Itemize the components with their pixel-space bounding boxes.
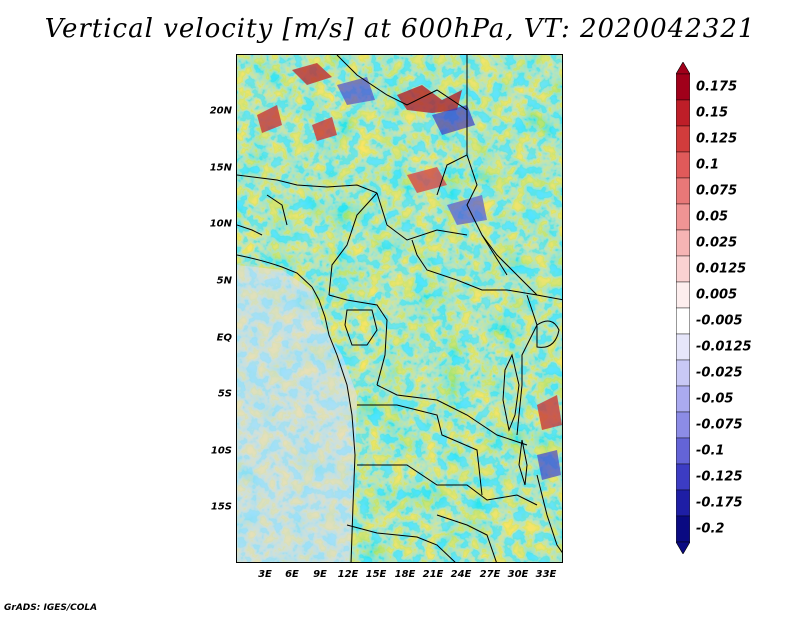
lat-label-5s: 5S [217, 388, 232, 400]
colorbar-tick-label: 0.05 [696, 209, 729, 225]
colorbar-tick-label: -0.1 [696, 443, 725, 459]
colorbar-band [676, 359, 690, 387]
colorbar-band [676, 255, 690, 283]
colorbar-tick-label: -0.125 [696, 469, 743, 485]
lat-label-10s: 10S [210, 445, 232, 457]
colorbar-tick-label: 0.1 [696, 157, 720, 173]
strong-descent-streaks [337, 77, 561, 480]
colorbar-band [676, 125, 690, 153]
colorbar-band [676, 151, 690, 179]
strong-ascent-streaks [257, 63, 562, 430]
colorbar-tick-label: -0.175 [696, 495, 743, 511]
colorbar-tick-label: 0.075 [696, 183, 738, 199]
country-borders [237, 55, 562, 562]
colorbar [676, 62, 690, 554]
lon-label-3e: 3E [258, 569, 272, 580]
colorbar-band [676, 177, 690, 205]
lon-label-33e: 33E [535, 569, 557, 580]
colorbar-band [676, 307, 690, 335]
colorbar-tick-label: -0.025 [696, 365, 743, 381]
colorbar-band [676, 73, 690, 101]
lon-label-9e: 9E [313, 569, 327, 580]
lon-label-12e: 12E [337, 569, 359, 580]
colorbar-bottom-arrow [676, 541, 690, 554]
colorbar-tick-label: -0.005 [696, 313, 743, 329]
lat-label-20n: 20N [209, 105, 232, 117]
colorbar-tick-label: 0.005 [696, 287, 738, 303]
colorbar-tick-label: 0.025 [696, 235, 738, 251]
chart-title: Vertical velocity [m/s] at 600hPa, VT: 2… [44, 14, 756, 44]
lat-label-eq: EQ [216, 332, 232, 344]
lon-label-6e: 6E [285, 569, 299, 580]
colorbar-band [676, 489, 690, 517]
colorbar-top-arrow [676, 62, 690, 75]
colorbar-band [676, 411, 690, 439]
colorbar-band [676, 437, 690, 465]
colorbar-tick-label: -0.2 [696, 521, 725, 537]
colorbar-band [676, 203, 690, 231]
lat-label-5n: 5N [216, 275, 232, 287]
vertical-velocity-field [237, 55, 562, 562]
colorbar-tick-label: 0.125 [696, 131, 738, 147]
map-panel [236, 54, 563, 563]
colorbar-tick-label: 0.0125 [696, 261, 747, 277]
lon-label-18e: 18E [394, 569, 416, 580]
lat-label-15n: 15N [209, 162, 232, 174]
lon-label-30e: 30E [507, 569, 529, 580]
grads-credit: GrADS: IGES/COLA [4, 603, 98, 613]
lon-label-15e: 15E [365, 569, 387, 580]
colorbar-band [676, 515, 690, 543]
lon-label-27e: 27E [479, 569, 501, 580]
colorbar-band [676, 281, 690, 309]
lon-label-24e: 24E [450, 569, 472, 580]
lat-label-10n: 10N [209, 218, 232, 230]
colorbar-tick-label: -0.0125 [696, 339, 752, 355]
colorbar-tick-label: 0.175 [696, 79, 738, 95]
colorbar-band [676, 99, 690, 127]
colorbar-band [676, 385, 690, 413]
colorbar-band [676, 333, 690, 361]
colorbar-tick-label: 0.15 [696, 105, 729, 121]
lon-label-21e: 21E [422, 569, 444, 580]
lat-label-15s: 15S [210, 501, 232, 513]
colorbar-tick-label: -0.075 [696, 417, 743, 433]
colorbar-tick-label: -0.05 [696, 391, 734, 407]
colorbar-band [676, 463, 690, 491]
colorbar-band [676, 229, 690, 257]
